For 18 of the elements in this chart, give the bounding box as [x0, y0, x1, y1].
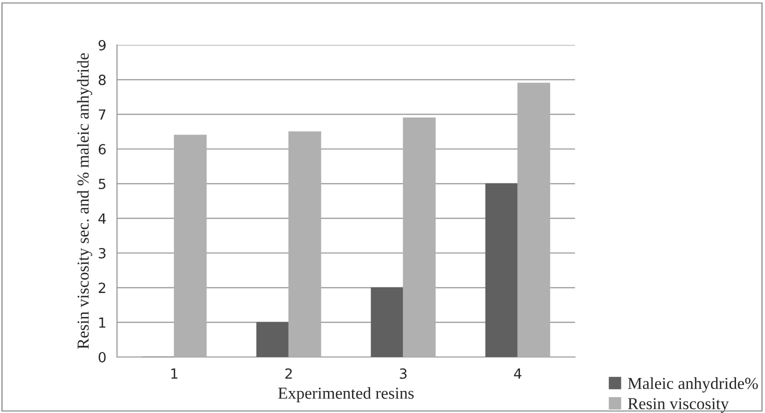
y-tick-label: 3: [98, 248, 106, 258]
legend-label: Resin viscosity: [628, 398, 729, 413]
legend-label: Maleic anhydride%: [628, 377, 758, 392]
x-tick-label: 3: [400, 368, 407, 379]
y-tick-label: 8: [98, 74, 106, 86]
y-tick-label: 2: [98, 282, 106, 293]
y-tick-label: 9: [98, 40, 106, 50]
x-tick-label: 2: [285, 368, 292, 379]
y-tick-label: 6: [98, 144, 106, 154]
x-tick-label: 4: [514, 368, 522, 379]
y-axis-title: Resin viscosity sec. and % maleic anhydride: [77, 53, 92, 349]
y-tick-label: 5: [98, 178, 106, 190]
y-tick-label: 1: [99, 317, 106, 328]
y-tick-label: 0: [98, 352, 106, 362]
y-tick-label: 7: [98, 109, 106, 120]
x-axis-title: Experimented resins: [278, 387, 414, 402]
x-tick-label: 1: [171, 368, 178, 379]
y-tick-label: 4: [98, 213, 106, 224]
